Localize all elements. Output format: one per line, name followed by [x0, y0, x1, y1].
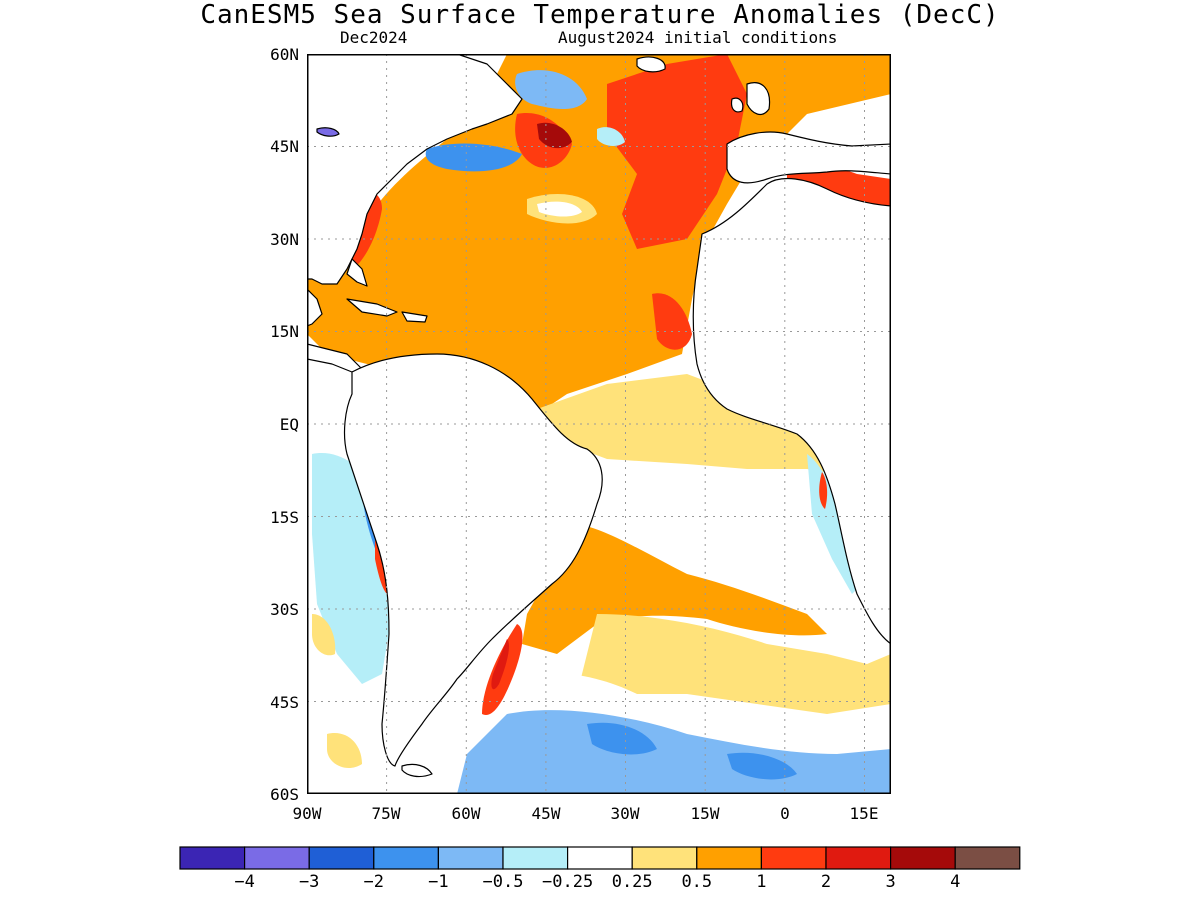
initial-conditions-label: August2024 initial conditions	[558, 28, 838, 47]
lat-label-15n: 15N	[270, 322, 299, 341]
north-america-land	[307, 54, 523, 285]
colorbar-tick-label: 2	[820, 872, 832, 892]
nova-scotia-cool-patch	[425, 143, 522, 172]
colorbar-tick-label: −3	[298, 872, 320, 892]
colorbar-tick-label: −2	[363, 872, 385, 892]
northeast-atlantic-hot	[607, 54, 747, 249]
colorbar-tick-label: 1	[756, 872, 767, 892]
lon-label-15e: 15E	[849, 804, 879, 823]
colorbar-tick-label: −1	[428, 872, 449, 892]
colorbar-swatch	[760, 846, 827, 870]
lat-label-60s: 60S	[270, 785, 299, 804]
colorbar-tick-label: −0.5	[482, 872, 524, 892]
iceland	[636, 56, 666, 73]
lon-label-0: 0	[780, 804, 790, 823]
cool-spot-east	[597, 127, 625, 146]
colorbar-swatch	[373, 846, 440, 870]
lon-label-75w: 75W	[371, 804, 401, 823]
colorbar-swatch	[631, 846, 698, 870]
caribbean-islands	[346, 298, 428, 323]
map-border	[307, 54, 891, 794]
colorbar-tick-label: 0.5	[681, 872, 713, 892]
colorbar-swatch	[243, 846, 310, 870]
british-isles	[730, 82, 771, 116]
lon-label-15w: 15W	[690, 804, 720, 823]
pacific-yellow-patches	[312, 614, 362, 769]
central-neutral-patch	[537, 201, 582, 217]
confluence-core	[491, 639, 510, 690]
lat-label-30n: 30N	[270, 230, 299, 249]
tierra-del-fuego	[401, 763, 433, 778]
south-america-land	[343, 353, 603, 767]
forecast-month-label: Dec2024	[340, 28, 408, 47]
colorbar-swatch	[696, 846, 762, 870]
lat-label-45s: 45S	[270, 693, 299, 712]
colorbar-swatch	[308, 846, 375, 870]
lat-label-60n: 60N	[270, 45, 299, 64]
colorbar-swatch	[502, 846, 569, 870]
lat-label-eq: EQ	[279, 415, 299, 434]
colorbar-swatch	[825, 846, 892, 870]
colorbar-tick-label: 4	[950, 872, 961, 892]
south-atlantic-yellow-band	[577, 614, 891, 714]
southern-ocean-cooler-patches	[587, 722, 797, 780]
europe-land	[726, 131, 891, 184]
land-masses	[307, 54, 891, 778]
colorbar-tick-label: −0.25	[542, 872, 594, 892]
colorbar-swatch	[437, 846, 504, 870]
lon-label-45w: 45W	[531, 804, 561, 823]
graticule	[307, 54, 891, 794]
canary-current-hot	[652, 293, 692, 350]
lat-label-15s: 15S	[270, 508, 299, 527]
labrador-cool-patch	[515, 70, 587, 109]
lon-label-90w: 90W	[292, 804, 322, 823]
southern-ocean-neutral	[527, 672, 637, 702]
lat-label-45n: 45N	[270, 137, 299, 156]
colorbar	[179, 846, 1021, 870]
lat-label-30s: 30S	[270, 600, 299, 619]
colorbar-swatch	[567, 846, 633, 870]
colorbar-swatch	[179, 846, 246, 870]
colorbar-swatch	[954, 846, 1021, 870]
sst-anomaly-map	[307, 54, 891, 794]
angola-coast-hot	[819, 472, 828, 509]
colorbar-tick-label: 0.25	[611, 872, 653, 892]
colorbar-tick-label: 3	[885, 872, 896, 892]
figure-title: CanESM5 Sea Surface Temperature Anomalie…	[200, 0, 1000, 30]
colorbar-swatch	[889, 846, 956, 870]
colorbar-tick-label: −4	[234, 872, 255, 892]
lon-label-30w: 30W	[610, 804, 640, 823]
gulf-stream-core	[537, 122, 572, 149]
great-lakes	[316, 127, 340, 137]
africa-land	[692, 178, 891, 645]
florida-peninsula	[346, 258, 368, 287]
lon-label-60w: 60W	[451, 804, 481, 823]
